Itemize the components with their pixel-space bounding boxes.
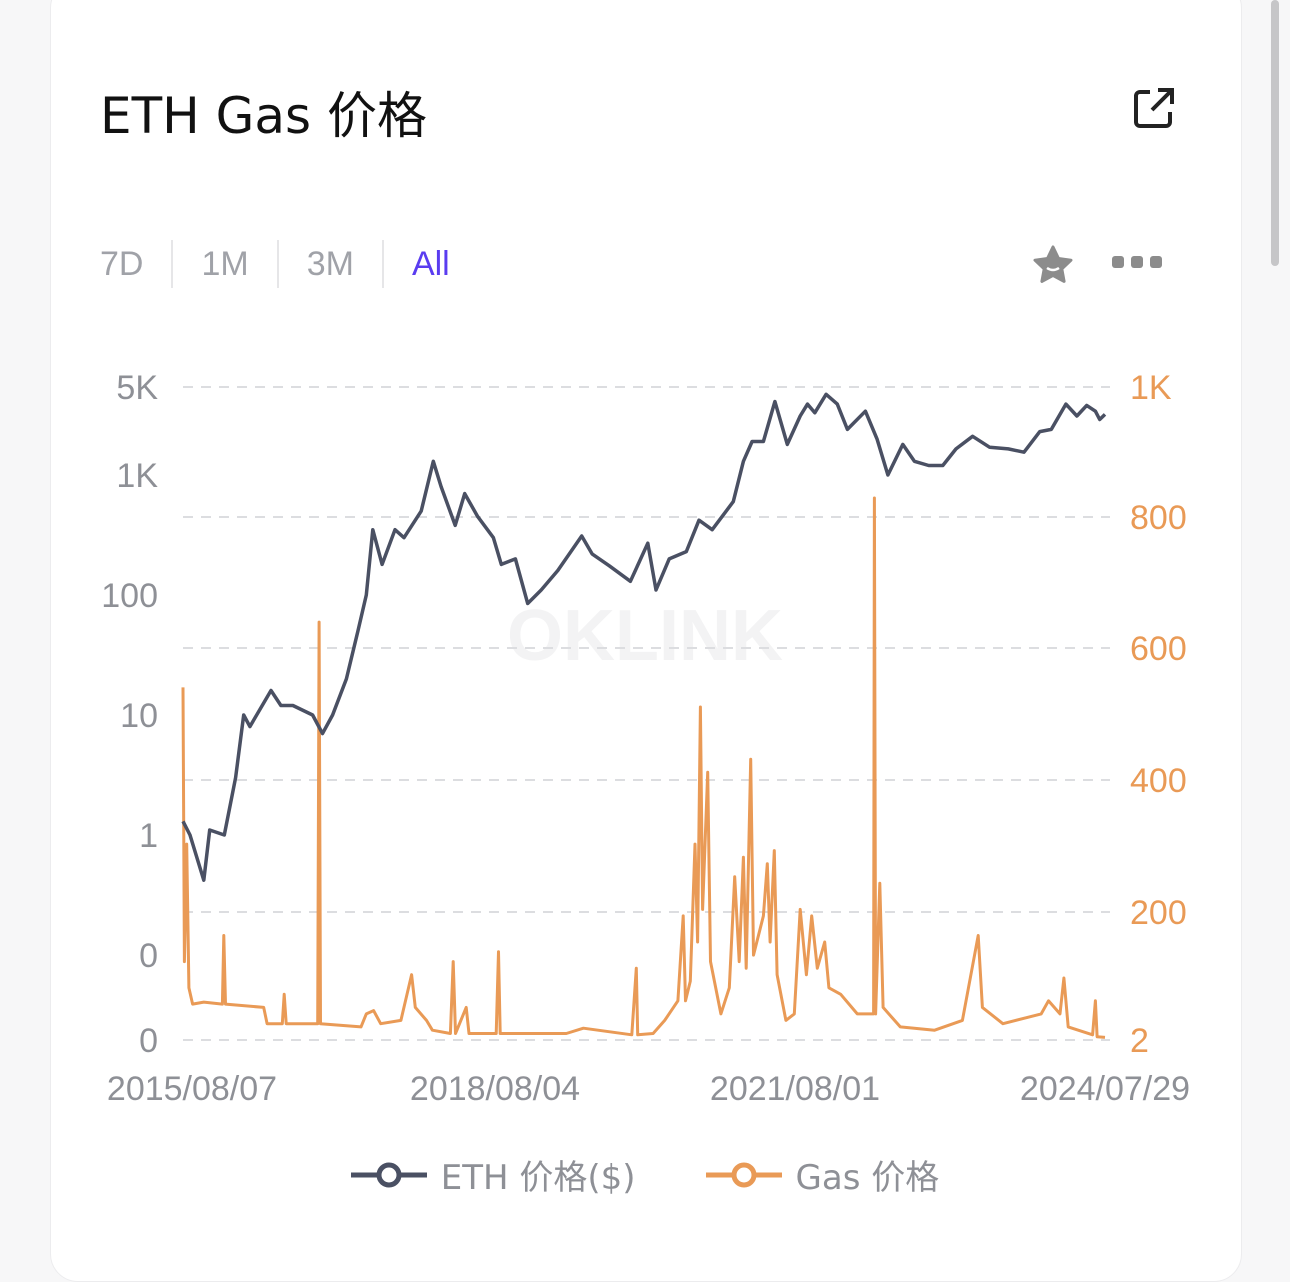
left-axis-tick: 100 xyxy=(101,577,158,615)
star-icon[interactable] xyxy=(1032,244,1074,286)
tab-7d[interactable]: 7D xyxy=(100,245,144,283)
chart-card xyxy=(50,0,1242,1282)
left-axis-tick: 5K xyxy=(116,369,158,407)
tab-3m[interactable]: 3M xyxy=(276,240,382,288)
left-axis-tick: 1K xyxy=(116,457,158,495)
more-dots-icon[interactable] xyxy=(1112,256,1162,268)
right-axis-tick: 2 xyxy=(1130,1022,1149,1060)
right-axis-tick: 400 xyxy=(1130,762,1187,800)
card-title: ETH Gas 价格 xyxy=(100,87,427,145)
tab-1m[interactable]: 1M xyxy=(171,240,276,288)
left-axis-tick: 1 xyxy=(139,817,158,855)
scrollbar[interactable] xyxy=(1271,0,1279,266)
x-axis-tick: 2021/08/01 xyxy=(710,1070,880,1108)
right-axis-tick: 1K xyxy=(1130,369,1172,407)
left-axis-tick: 10 xyxy=(120,697,158,735)
tab-all[interactable]: All xyxy=(381,240,478,288)
series-eth-line xyxy=(181,392,1107,882)
legend-label-eth: ETH 价格($) xyxy=(440,1158,636,1198)
right-axis-tick: 200 xyxy=(1130,894,1187,932)
right-axis-tick: 800 xyxy=(1130,499,1187,537)
x-axis-tick: 2024/07/29 xyxy=(1020,1070,1190,1108)
x-axis-tick: 2015/08/07 xyxy=(107,1070,277,1108)
watermark: OKLINK xyxy=(507,596,783,676)
legend: ETH 价格($) Gas 价格 xyxy=(0,1150,1290,1199)
legend-marker-gas xyxy=(705,1162,782,1187)
x-axis-tick: 2018/08/04 xyxy=(410,1070,580,1108)
series-gas-line xyxy=(181,496,1106,1039)
legend-label-gas: Gas 价格 xyxy=(795,1158,940,1198)
time-range-tabs: 7D 1M 3M All xyxy=(100,240,478,288)
legend-item-gas[interactable]: Gas 价格 xyxy=(705,1150,940,1199)
right-axis-tick: 600 xyxy=(1130,630,1187,668)
external-link-icon[interactable] xyxy=(1130,84,1178,132)
legend-item-eth[interactable]: ETH 价格($) xyxy=(350,1150,636,1199)
left-axis-tick: 0 xyxy=(139,937,158,975)
legend-marker-eth xyxy=(350,1162,427,1187)
left-axis-tick: 0 xyxy=(139,1022,158,1060)
